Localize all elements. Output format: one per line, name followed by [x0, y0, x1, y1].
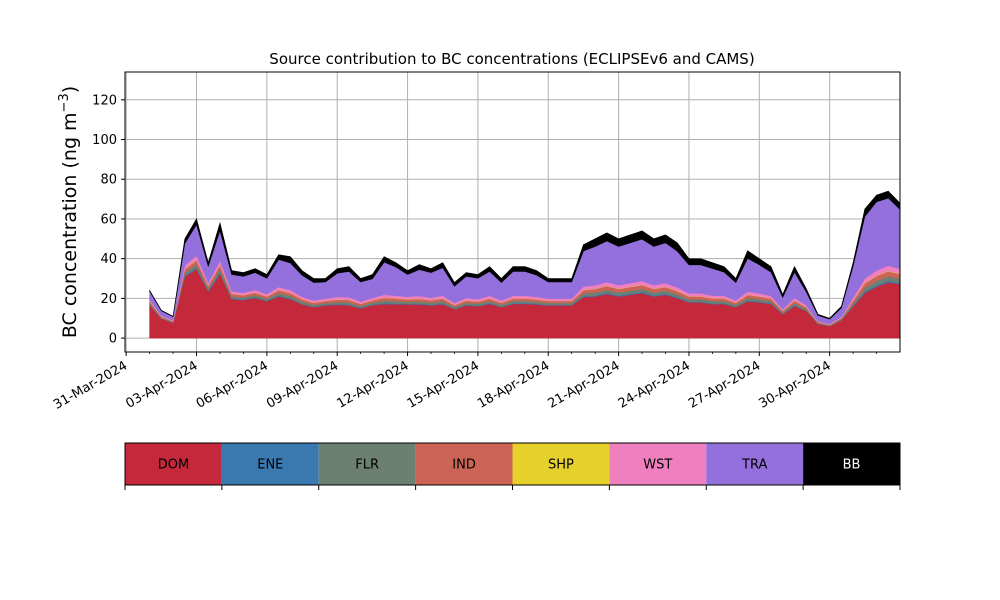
stacked-areas	[149, 190, 900, 339]
legend-label-dom: DOM	[158, 458, 189, 473]
y-tick-label: 40	[100, 252, 117, 267]
x-tick-label: 06-Apr-2024	[194, 358, 271, 411]
x-tick-label: 15-Apr-2024	[405, 358, 482, 411]
legend-label-bb: BB	[843, 458, 861, 473]
legend-swatch-flr	[318, 443, 416, 485]
y-tick-label: 120	[92, 93, 117, 108]
y-axis-label-sup: −3	[57, 93, 72, 112]
x-tick-label: 12-Apr-2024	[334, 358, 411, 411]
x-tick-label: 21-Apr-2024	[545, 358, 622, 411]
colorbar-legend: DOM ENE FLR IND SHP WST TRA BB	[124, 442, 901, 490]
y-axis-label: BC concentration (ng m−3)	[57, 86, 81, 338]
y-axis-label-main: BC concentration (ng m	[59, 112, 81, 338]
x-tick-label: 03-Apr-2024	[123, 358, 200, 411]
area-series-bb	[149, 190, 900, 320]
y-axis: 0 20 40 60 80 100 120	[92, 93, 125, 347]
legend-label-flr: FLR	[355, 458, 379, 473]
y-tick-label: 60	[100, 212, 117, 227]
x-axis: 31-Mar-202403-Apr-202406-Apr-202409-Apr-…	[51, 352, 877, 413]
legend-swatch-tra	[706, 443, 804, 485]
legend-swatch-wst	[609, 443, 707, 485]
y-tick-label: 100	[92, 133, 117, 148]
x-tick-label: 31-Mar-2024	[51, 358, 130, 412]
legend-label-ind: IND	[452, 458, 476, 473]
legend-swatch-dom	[125, 443, 222, 485]
legend-swatch-shp	[512, 443, 610, 485]
legend-swatch-ene	[221, 443, 319, 485]
x-tick-label: 18-Apr-2024	[475, 358, 552, 411]
x-tick-label: 09-Apr-2024	[264, 358, 341, 411]
legend-label-ene: ENE	[257, 458, 283, 473]
legend-label-tra: TRA	[741, 458, 767, 473]
x-tick-label: 27-Apr-2024	[686, 358, 763, 411]
plot-frame	[124, 71, 901, 353]
legend-label-wst: WST	[643, 458, 672, 473]
y-tick-label: 80	[100, 173, 117, 188]
x-tick-label: 30-Apr-2024	[757, 358, 834, 411]
x-tick-label: 24-Apr-2024	[616, 358, 693, 411]
legend-label-shp: SHP	[548, 458, 574, 473]
y-axis-label-close: )	[59, 86, 81, 93]
chart-title: Source contribution to BC concentrations…	[269, 50, 754, 68]
legend-swatch-ind	[415, 443, 513, 485]
y-tick-label: 0	[109, 332, 117, 347]
legend-swatch-bb	[803, 443, 900, 485]
y-tick-label: 20	[100, 292, 117, 307]
